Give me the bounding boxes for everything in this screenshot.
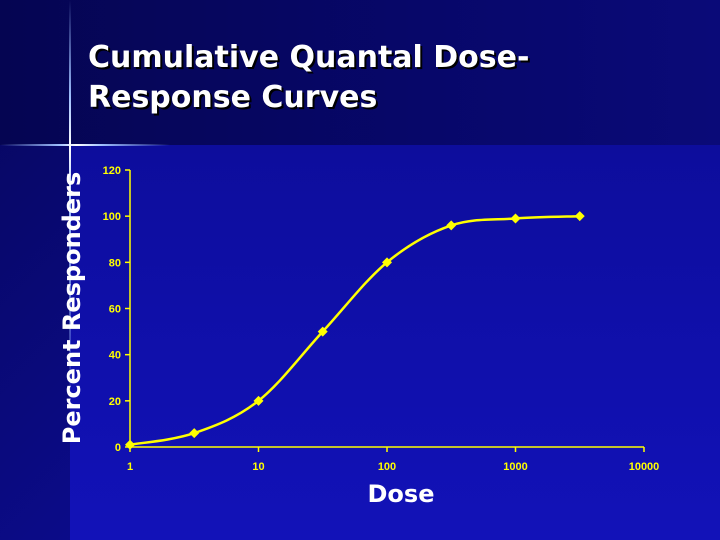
x-tick-label: 1 [127,461,133,473]
y-axis-title: Percent Responders [58,172,86,445]
chart-axes [125,169,645,452]
y-tick-label: 120 [103,165,121,177]
y-tick-label: 100 [103,211,121,223]
data-point-marker [125,439,135,450]
x-tick-label: 10000 [629,461,660,473]
slide-title: Cumulative Quantal Dose- Response Curves [88,38,688,118]
y-tick-label: 20 [109,396,121,408]
data-point-marker [446,220,457,231]
plot-panel [70,145,720,540]
data-point-marker [253,395,264,406]
y-tick-label: 0 [115,442,121,454]
x-axis-title: Dose [368,480,435,508]
slide-title-line-1: Cumulative Quantal Dose- [88,40,530,75]
y-tick-label: 60 [109,304,121,316]
data-point-marker [382,257,392,268]
slide-title-line-2: Response Curves [88,80,378,115]
x-tick-label: 100 [378,461,396,473]
data-point-marker [574,211,585,222]
chart-series [125,211,585,450]
y-tick-label: 40 [109,350,121,362]
decorative-vertical-line [69,0,71,540]
x-tick-label: 1000 [503,461,527,473]
x-tick-label: 10 [252,461,264,473]
series-line [129,214,580,446]
y-tick-label: 80 [109,257,121,269]
data-point-marker [317,326,328,337]
data-point-marker [189,428,200,439]
data-point-marker [510,213,521,224]
decorative-horizontal-line [0,144,170,146]
title-band [0,0,720,145]
